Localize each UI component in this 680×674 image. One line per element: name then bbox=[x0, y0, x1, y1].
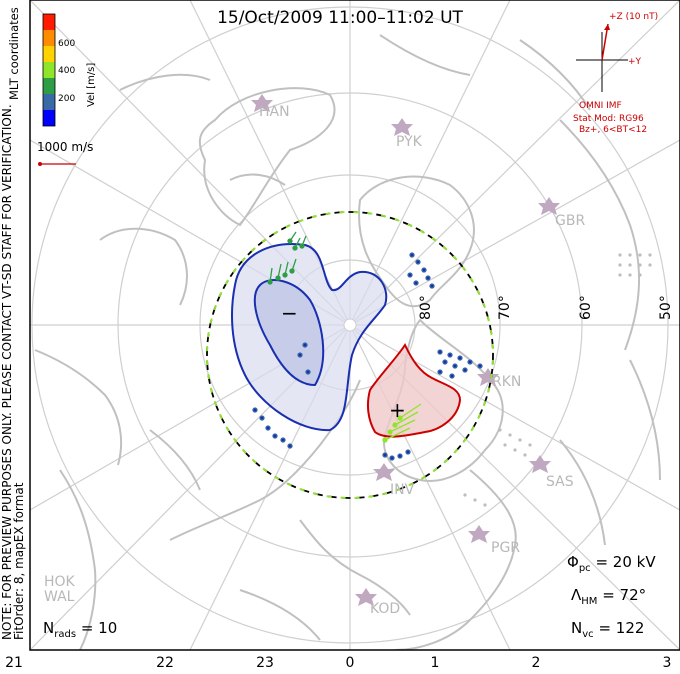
stat-nvc-sub: vc bbox=[582, 629, 594, 640]
map-title: 15/Oct/2009 11:00–11:02 UT bbox=[217, 8, 463, 28]
stat-lambda-hm: ΛHM = 72° bbox=[571, 586, 646, 607]
stat-phi-sub: pc bbox=[578, 563, 591, 574]
velocity-vectors bbox=[252, 231, 483, 461]
stat-lambda-value: = 72° bbox=[602, 586, 647, 604]
fov-dots bbox=[463, 253, 652, 507]
negative-cell-inner bbox=[253, 279, 325, 387]
imf-z-label: +Z (10 nT) bbox=[609, 12, 659, 22]
imf-source: OMNI IMF bbox=[579, 101, 622, 111]
station-pgr: PGR bbox=[491, 540, 521, 556]
imf-y-label: +Y bbox=[628, 57, 642, 67]
colorbar-tick-400: 400 bbox=[58, 66, 76, 76]
imf-dial bbox=[576, 23, 628, 92]
stat-phi-pc: Φpc = 20 kV bbox=[567, 553, 656, 574]
positive-cell bbox=[366, 342, 462, 438]
stat-lambda-sub: HM bbox=[581, 596, 598, 607]
station-wal: WAL bbox=[44, 589, 75, 605]
plot-frame bbox=[29, 0, 680, 651]
scale-vector bbox=[38, 162, 76, 166]
station-pyk: PYK bbox=[396, 134, 422, 150]
fit-order: FitOrder: 8, mapEX format bbox=[12, 482, 26, 640]
imf-condition: Bz+, 6<BT<12 bbox=[579, 125, 648, 135]
pole-marker bbox=[343, 318, 357, 332]
station-rkn: RKN bbox=[492, 374, 522, 390]
mlt-label-21: 21 bbox=[5, 655, 23, 671]
coordinates-label: MLT coordinates bbox=[7, 7, 21, 100]
station-hok: HOK bbox=[44, 574, 75, 590]
stat-nrads-sub: rads bbox=[54, 629, 77, 640]
station-kod: KOD bbox=[370, 601, 401, 617]
station-sas: SAS bbox=[546, 474, 574, 490]
mlt-label-1: 1 bbox=[430, 655, 440, 671]
colorbar-tick-200: 200 bbox=[58, 94, 76, 104]
stat-nvc-symbol: N bbox=[571, 619, 583, 637]
station-inv: INV bbox=[390, 482, 415, 498]
station-gbr: GBR bbox=[555, 213, 586, 229]
mlt-label-23: 23 bbox=[256, 655, 274, 671]
stat-nrads-symbol: N bbox=[43, 619, 55, 637]
colorbar-tick-600: 600 bbox=[58, 39, 76, 49]
negative-sign: − bbox=[281, 301, 298, 325]
lat-label-60: 60° bbox=[578, 295, 594, 320]
heppner-maynard-boundary bbox=[206, 211, 494, 499]
mlt-label-3: 3 bbox=[662, 655, 672, 671]
positive-sign: + bbox=[389, 398, 406, 422]
stat-n-rads: Nrads = 10 bbox=[43, 619, 117, 640]
station-han: HAN bbox=[259, 104, 290, 120]
lat-label-50: 50° bbox=[658, 295, 674, 320]
lat-label-80: 80° bbox=[418, 295, 434, 320]
colorbar-label: Vel [m/s] bbox=[86, 62, 97, 107]
stat-phi-value: = 20 kV bbox=[595, 553, 656, 571]
velocity-colorbar bbox=[42, 13, 56, 127]
mlt-label-22: 22 bbox=[156, 655, 174, 671]
imf-model: Stat Mod: RG96 bbox=[573, 114, 644, 124]
station-markers bbox=[251, 94, 560, 606]
stat-phi-symbol: Φ bbox=[567, 553, 579, 571]
mlt-label-0: 0 bbox=[345, 655, 355, 671]
lat-label-70: 70° bbox=[497, 295, 513, 320]
stat-nvc-value: = 122 bbox=[598, 619, 645, 637]
mlt-label-2: 2 bbox=[531, 655, 541, 671]
stat-n-vc: Nvc = 122 bbox=[571, 619, 644, 640]
stat-lambda-symbol: Λ bbox=[571, 586, 582, 604]
stat-nrads-value: = 10 bbox=[80, 619, 118, 637]
scale-label: 1000 m/s bbox=[37, 140, 94, 154]
